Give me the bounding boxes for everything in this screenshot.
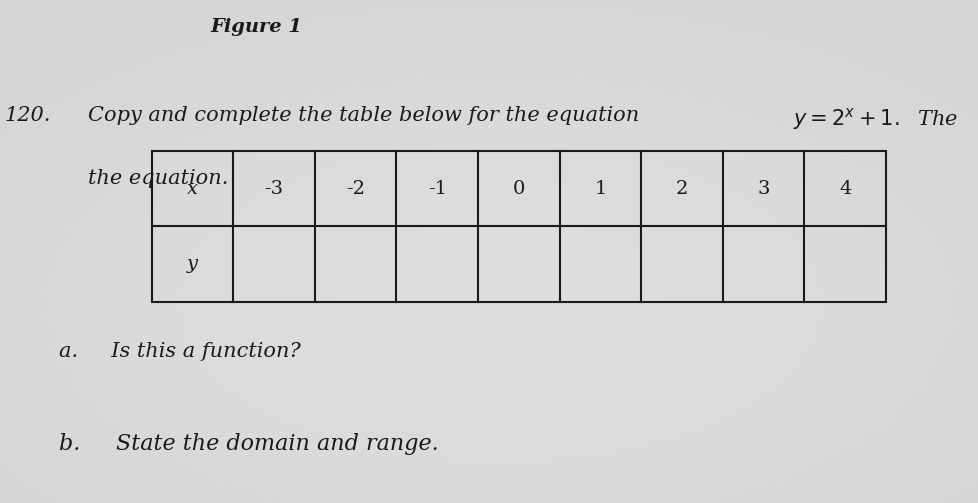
Text: Figure 1: Figure 1 <box>210 18 302 36</box>
Text: 0: 0 <box>512 180 524 198</box>
Bar <box>152 151 885 302</box>
Text: y: y <box>187 255 198 273</box>
Text: b.     State the domain and range.: b. State the domain and range. <box>59 433 438 455</box>
Text: 2: 2 <box>675 180 688 198</box>
Text: 4: 4 <box>838 180 851 198</box>
Text: -2: -2 <box>346 180 365 198</box>
Text: Copy and complete the table below for the equation: Copy and complete the table below for th… <box>88 106 639 125</box>
Text: -3: -3 <box>264 180 284 198</box>
Text: 3: 3 <box>757 180 769 198</box>
Text: -1: -1 <box>427 180 446 198</box>
Text: a.     Is this a function?: a. Is this a function? <box>59 342 300 361</box>
Text: 120.: 120. <box>5 106 51 125</box>
Text: x: x <box>187 180 198 198</box>
Text: $y=2^x+1.$  The: $y=2^x+1.$ The <box>792 106 956 132</box>
Text: the equation.: the equation. <box>88 169 228 188</box>
Text: 1: 1 <box>594 180 606 198</box>
